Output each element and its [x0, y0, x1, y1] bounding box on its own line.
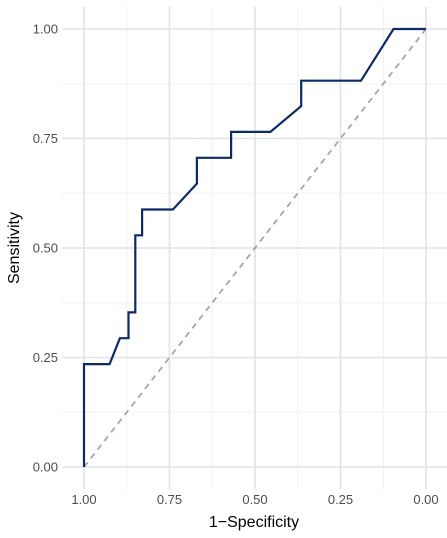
- x-tick-label: 0.50: [242, 492, 267, 507]
- y-tick-label: 0.50: [33, 241, 58, 256]
- x-tick-label: 0.75: [157, 492, 182, 507]
- y-tick-label: 0.75: [33, 131, 58, 146]
- y-axis-title: Sensitivity: [6, 212, 23, 284]
- y-tick-label: 1.00: [33, 22, 58, 37]
- reference-diagonal-line: [83, 28, 427, 468]
- y-tick-label: 0.25: [33, 350, 58, 365]
- roc-curve-line: [82, 27, 426, 467]
- x-tick-label: 0.25: [328, 492, 353, 507]
- x-axis-title: 1−Specificity: [209, 514, 299, 531]
- x-tick-label: 0.00: [413, 492, 438, 507]
- x-axis-ticks: 1.00 0.75 0.50 0.25 0.00: [71, 492, 438, 507]
- y-axis-ticks: 0.00 0.25 0.50 0.75 1.00: [33, 22, 58, 475]
- x-tick-label: 1.00: [71, 492, 96, 507]
- y-tick-label: 0.00: [33, 460, 58, 475]
- series-layer: [82, 27, 427, 468]
- major-gridlines: [62, 7, 447, 489]
